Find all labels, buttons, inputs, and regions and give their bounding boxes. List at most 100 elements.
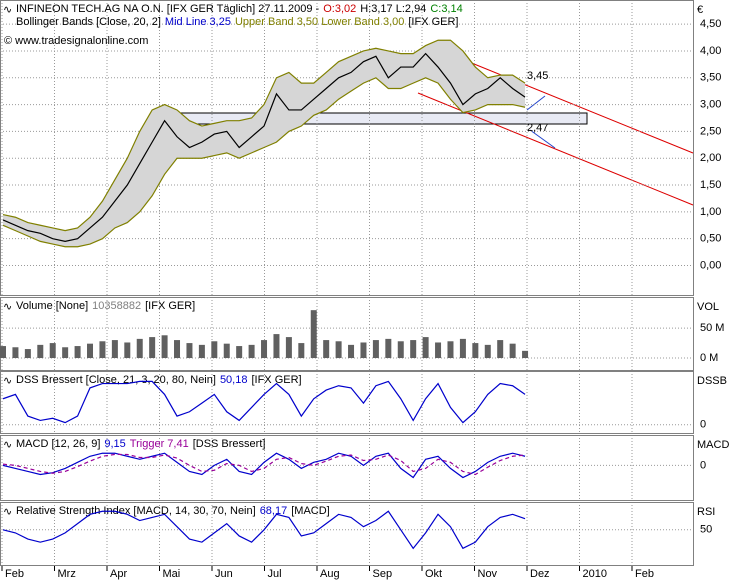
title-part: DSS Bressert [Close, 21, 3, 20, 80, Nein… bbox=[16, 374, 216, 386]
title-part: [IFX GER] bbox=[145, 300, 195, 312]
panel-title: INFINEON TECH.AG NA O.N. [IFX GER Täglic… bbox=[16, 3, 463, 15]
copyright: © www.tradesignalonline.com bbox=[4, 35, 148, 47]
bar bbox=[62, 347, 69, 359]
panel-frame bbox=[0, 297, 694, 371]
title-part: Relative Strength Index [MACD, 14, 30, 7… bbox=[16, 505, 256, 517]
indicator-icon: ∿ bbox=[3, 4, 12, 16]
bar bbox=[0, 346, 6, 359]
indicator-icon: ∿ bbox=[3, 506, 12, 518]
bar bbox=[49, 343, 56, 359]
y-tick-label: 3,50 bbox=[700, 72, 721, 84]
y-tick-label: 0 bbox=[700, 459, 706, 471]
series-line bbox=[2, 52, 526, 242]
title-part: 50,18 bbox=[220, 374, 248, 386]
bar bbox=[87, 343, 94, 359]
title-part: H:3,17 L:2,94 bbox=[360, 3, 426, 15]
y-tick-label: 0 bbox=[700, 419, 706, 431]
series-line bbox=[2, 380, 526, 424]
x-tick-label: Feb bbox=[5, 568, 24, 580]
trend-line bbox=[446, 52, 694, 154]
bar bbox=[335, 341, 342, 359]
bar bbox=[111, 340, 118, 359]
bar bbox=[261, 340, 268, 359]
x-tick-label: Mai bbox=[163, 568, 181, 580]
bar bbox=[223, 343, 230, 359]
axis-label: MACD bbox=[697, 439, 729, 451]
title-part: 68,17 bbox=[260, 505, 288, 517]
bar bbox=[273, 334, 280, 359]
axis-label: RSI bbox=[697, 506, 715, 518]
bar bbox=[174, 340, 181, 359]
bar bbox=[422, 337, 429, 359]
bar bbox=[348, 344, 355, 359]
bar bbox=[310, 310, 317, 359]
x-tick-label: Okt bbox=[425, 568, 442, 580]
bar bbox=[236, 346, 243, 359]
title-part: [IFX GER] bbox=[251, 374, 301, 386]
title-part: Volume [None] bbox=[16, 300, 88, 312]
bar bbox=[136, 338, 143, 359]
arrow-line bbox=[529, 129, 556, 149]
series-line bbox=[2, 77, 526, 248]
series-line bbox=[2, 452, 526, 479]
band-fill bbox=[3, 40, 526, 247]
panel-title: Bollinger Bands [Close, 20, 2] Mid Line 3… bbox=[16, 16, 459, 28]
bar bbox=[509, 343, 516, 359]
panel-title: DSS Bressert [Close, 21, 3, 20, 80, Nein… bbox=[16, 374, 302, 386]
title-part: [MACD] bbox=[291, 505, 330, 517]
bar bbox=[484, 344, 491, 359]
bar bbox=[186, 343, 193, 359]
x-tick-label: Apr bbox=[110, 568, 127, 580]
bar bbox=[360, 342, 367, 359]
title-part: [IFX GER] bbox=[408, 16, 458, 28]
y-tick-label: 0,00 bbox=[700, 259, 721, 271]
x-tick-label: Jun bbox=[215, 568, 233, 580]
bar bbox=[522, 350, 529, 359]
bar bbox=[149, 337, 156, 359]
title-part: Bollinger Bands [Close, 20, 2] bbox=[16, 16, 161, 28]
y-tick-label: 50 bbox=[700, 524, 712, 536]
title-part: 10358882 bbox=[92, 300, 141, 312]
annotation: 2,47 bbox=[527, 122, 548, 134]
panel-title: Volume [None] 10358882 [IFX GER] bbox=[16, 300, 195, 312]
title-part: INFINEON TECH.AG NA O.N. [IFX GER Täglic… bbox=[16, 3, 320, 15]
bar bbox=[12, 347, 19, 359]
panel-frame bbox=[0, 371, 694, 434]
bar bbox=[211, 341, 218, 359]
series-line bbox=[2, 453, 526, 476]
y-tick-label: 0 M bbox=[700, 352, 718, 364]
bar bbox=[161, 335, 168, 359]
bar bbox=[37, 344, 44, 359]
x-tick-label: Feb bbox=[635, 568, 654, 580]
x-tick-label: Jul bbox=[268, 568, 282, 580]
y-tick-label: 4,50 bbox=[700, 18, 721, 30]
x-tick-label: 2010 bbox=[583, 568, 607, 580]
bar bbox=[323, 340, 330, 359]
axis-label: VOL bbox=[697, 301, 719, 313]
title-part: MACD [12, 26, 9] bbox=[16, 438, 100, 450]
arrow-line bbox=[526, 95, 546, 111]
bar bbox=[459, 338, 466, 359]
panel-frame bbox=[0, 435, 694, 501]
title-part: Upper Band 3,50 Lower Band 3,00 bbox=[235, 16, 404, 28]
bar bbox=[285, 337, 292, 359]
x-tick-label: Sep bbox=[373, 568, 393, 580]
bar bbox=[24, 349, 31, 359]
annotation: 3,45 bbox=[527, 70, 548, 82]
indicator-icon: ∿ bbox=[3, 439, 12, 451]
indicator-icon: ∿ bbox=[3, 301, 12, 313]
bar bbox=[397, 341, 404, 359]
series-line bbox=[2, 39, 526, 232]
axis-label: € bbox=[697, 4, 703, 16]
y-tick-label: 2,00 bbox=[700, 152, 721, 164]
panel-title: Relative Strength Index [MACD, 14, 30, 7… bbox=[16, 505, 330, 517]
title-part: Trigger 7,41 bbox=[130, 438, 189, 450]
bar bbox=[385, 338, 392, 359]
title-part: [DSS Bressert] bbox=[193, 438, 266, 450]
y-tick-label: 1,00 bbox=[700, 206, 721, 218]
y-tick-label: 1,50 bbox=[700, 179, 721, 191]
x-tick-label: Mrz bbox=[58, 568, 76, 580]
bar bbox=[74, 346, 81, 359]
bar bbox=[497, 340, 504, 359]
